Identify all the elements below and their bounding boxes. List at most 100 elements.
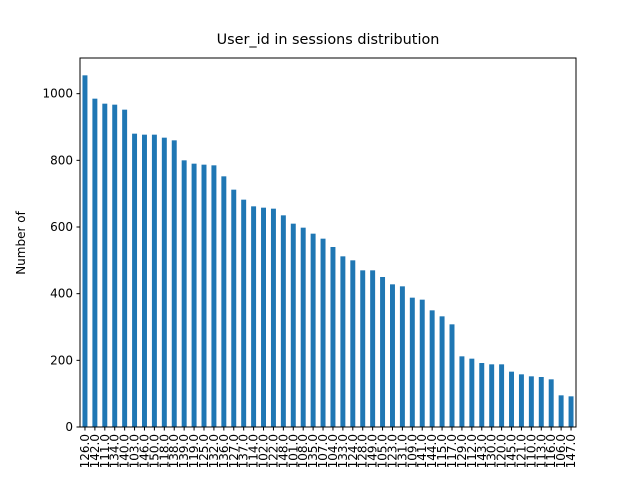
x-tick-label: 107.0 <box>316 434 330 468</box>
x-tick-label: 104.0 <box>326 434 340 468</box>
bar <box>489 364 495 427</box>
bar <box>211 165 217 428</box>
bar <box>449 324 455 427</box>
plot-frame <box>79 57 577 428</box>
y-tick-label: 1000 <box>42 87 73 101</box>
x-tick-label: 143.0 <box>475 434 489 468</box>
chart-title: User_id in sessions distribution <box>217 32 440 48</box>
y-tick-label: 200 <box>50 353 73 367</box>
x-tick-label: 141.0 <box>415 434 429 468</box>
bar <box>102 103 108 428</box>
x-tick-label: 110.0 <box>524 434 538 468</box>
y-tick-label: 400 <box>50 287 73 301</box>
x-tick-label: 134.0 <box>108 434 122 468</box>
bar <box>290 223 296 427</box>
x-tick-label: 109.0 <box>405 434 419 468</box>
bar <box>82 75 88 427</box>
bar <box>221 176 227 427</box>
x-tick-label: 126.0 <box>78 434 92 468</box>
x-tick-label: 117.0 <box>445 434 459 468</box>
x-tick-label: 115.0 <box>435 434 449 468</box>
x-tick-label: 112.0 <box>465 434 479 468</box>
bar <box>142 134 147 427</box>
x-tick-label: 102.0 <box>257 434 271 468</box>
bar <box>171 140 177 428</box>
x-tick-label: 116.0 <box>544 434 558 468</box>
bar <box>459 356 465 427</box>
x-tick-label: 133.0 <box>336 434 350 468</box>
x-tick-label: 150.0 <box>147 434 161 468</box>
x-tick-label: 108.0 <box>296 434 310 468</box>
bar <box>330 247 336 427</box>
bar <box>370 270 376 427</box>
x-tick-label: 131.0 <box>395 434 409 468</box>
x-tick-label: 136.0 <box>217 434 231 468</box>
x-tick-label: 103.0 <box>128 434 142 468</box>
bar <box>518 374 524 427</box>
x-tick-label: 137.0 <box>237 434 251 468</box>
x-tick-label: 142.0 <box>88 434 102 468</box>
x-tick-label: 125.0 <box>197 434 211 468</box>
x-tick-label: 114.0 <box>247 434 261 468</box>
bar <box>558 395 564 427</box>
x-tick-label: 124.0 <box>346 434 360 468</box>
x-tick-label: 113.0 <box>534 434 548 468</box>
bar <box>310 233 316 427</box>
bar <box>340 256 346 427</box>
x-tick-label: 145.0 <box>505 434 519 468</box>
bar <box>360 270 366 427</box>
x-tick-label: 144.0 <box>425 434 439 468</box>
bar <box>201 164 207 427</box>
x-tick-label: 129.0 <box>455 434 469 468</box>
bar <box>499 364 505 427</box>
x-tick-label: 135.0 <box>306 434 320 468</box>
x-tick-label: 120.0 <box>495 434 509 468</box>
x-tick-label: 149.0 <box>366 434 380 468</box>
x-tick-label: 139.0 <box>177 434 191 468</box>
bar <box>528 376 534 427</box>
x-tick-label: 128.0 <box>356 434 370 468</box>
x-tick-label: 106.0 <box>554 434 568 468</box>
x-tick-label: 119.0 <box>187 434 201 468</box>
x-tick-label: 118.0 <box>157 434 171 468</box>
bar <box>270 208 276 427</box>
y-axis-label: Number of <box>14 210 28 274</box>
bar <box>399 286 405 427</box>
x-tick-label: 148.0 <box>276 434 290 468</box>
x-tick-label: 105.0 <box>376 434 390 468</box>
bar <box>320 238 326 427</box>
bar <box>350 260 356 427</box>
x-tick-label: 130.0 <box>485 434 499 468</box>
x-tick-label: 138.0 <box>167 434 181 468</box>
bar <box>251 206 257 427</box>
bar <box>132 133 138 427</box>
bar <box>380 277 386 427</box>
x-tick-label: 147.0 <box>564 434 578 468</box>
x-tick-label: 140.0 <box>118 434 132 468</box>
bar <box>191 163 197 427</box>
bar <box>409 297 415 427</box>
bar <box>479 363 485 427</box>
bar <box>419 299 425 427</box>
x-tick-label: 146.0 <box>137 434 151 468</box>
bar <box>469 358 475 427</box>
bar <box>231 189 237 427</box>
bar <box>568 396 574 427</box>
x-tick-label: 127.0 <box>227 434 241 468</box>
bar <box>92 98 98 428</box>
y-tick-label: 0 <box>65 420 73 434</box>
bar <box>112 104 118 428</box>
bar <box>538 377 544 427</box>
x-tick-label: 121.0 <box>514 434 528 468</box>
bar <box>439 316 445 427</box>
x-tick-label: 132.0 <box>207 434 221 468</box>
y-tick-label: 800 <box>50 153 73 167</box>
x-tick-label: 123.0 <box>385 434 399 468</box>
y-tick-label: 600 <box>50 220 73 234</box>
bar <box>122 109 128 428</box>
bar <box>300 227 306 427</box>
bar <box>280 215 286 427</box>
bar <box>241 199 247 427</box>
bar <box>161 137 167 427</box>
